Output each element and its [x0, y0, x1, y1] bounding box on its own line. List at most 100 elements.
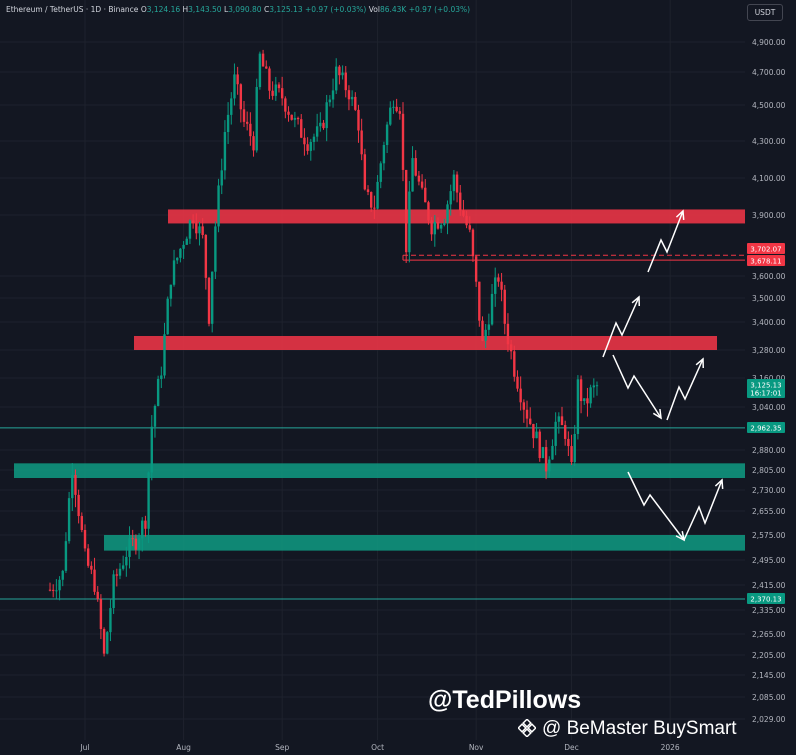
candle-body: [452, 174, 456, 192]
projection-arrow-up: [602, 296, 640, 358]
candle-body: [363, 154, 367, 190]
candle-body: [287, 111, 290, 115]
candle-body: [465, 215, 468, 226]
y-tick-label: 2,415.00: [752, 581, 786, 590]
candle-body: [325, 102, 328, 129]
candle-body: [290, 114, 293, 120]
candle-body: [207, 277, 211, 324]
candle-body: [64, 541, 68, 571]
candle-body: [96, 591, 99, 599]
candle-body: [77, 494, 80, 517]
candle-body: [93, 569, 96, 592]
candle-body: [370, 192, 373, 208]
candle-body: [357, 109, 360, 131]
candle-body: [182, 244, 185, 249]
level-lines: [0, 254, 745, 600]
candle-body: [249, 123, 252, 137]
y-tick-label: 2,205.00: [752, 651, 786, 660]
candle-body: [592, 385, 595, 388]
candle-body: [436, 221, 440, 229]
candle-body: [579, 379, 583, 402]
candle-body: [525, 409, 529, 419]
projection-arrow-down-low: [627, 471, 685, 541]
candle-body: [220, 170, 223, 186]
binance-logo-icon: [518, 719, 536, 737]
y-tick-label: 2,085.00: [752, 693, 786, 702]
close-value: 3,125.13: [269, 5, 303, 14]
candle-body: [48, 589, 52, 591]
candle-body: [443, 223, 446, 225]
candle-body: [567, 438, 570, 447]
candle-body: [490, 293, 494, 325]
y-tick-label: 2,805.00: [752, 466, 786, 475]
y-tick-label: 4,300.00: [752, 137, 786, 146]
y-tick-label: 3,500.00: [752, 294, 786, 303]
y-tick-label: 2,575.00: [752, 531, 786, 540]
y-tick-label: 2,655.00: [752, 507, 786, 516]
y-tick-label: 4,500.00: [752, 101, 786, 110]
projection-arrow-up-low-head: [714, 478, 724, 490]
candle-body: [271, 90, 274, 96]
candle-body: [258, 53, 262, 88]
candle-body: [166, 298, 169, 335]
candle-body: [484, 329, 487, 341]
candle-body: [80, 516, 84, 530]
candle-body: [385, 124, 389, 146]
candle-body: [322, 122, 325, 129]
projection-arrow-up-high-head: [675, 209, 685, 221]
candle-body: [198, 226, 201, 234]
candle-body: [163, 334, 166, 376]
candle-body: [233, 74, 236, 99]
candle-body: [230, 98, 233, 115]
y-tick-label: 4,900.00: [752, 38, 786, 47]
candle-body: [468, 225, 471, 230]
candle-body: [160, 375, 163, 379]
candle-body: [474, 256, 478, 282]
candle-body: [67, 498, 71, 542]
candle-body: [134, 538, 138, 550]
x-tick-label: Aug: [176, 743, 191, 752]
candle-body: [296, 117, 300, 120]
candle-body: [347, 90, 351, 100]
volume-value: 86.43K: [379, 5, 407, 14]
candle-body: [335, 66, 338, 91]
candle-body: [58, 579, 61, 591]
candle-body: [414, 158, 417, 176]
y-tick-label: 2,495.00: [752, 556, 786, 565]
countdown-label: 16:17:01: [750, 390, 781, 398]
candle-body: [236, 74, 239, 85]
open-value: 3,124.16: [146, 5, 181, 14]
candle-body: [401, 113, 405, 170]
symbol-title[interactable]: Ethereum / TetherUS · 1D · Binance: [6, 5, 139, 14]
candle-body: [121, 565, 125, 569]
candle-body: [86, 548, 90, 566]
candle-body: [548, 459, 551, 472]
candle-body: [459, 192, 462, 211]
candle-body: [481, 320, 484, 341]
candle-body: [315, 126, 319, 137]
price-axis[interactable]: 4,900.00 4,700.00 4,500.00 4,300.00 4,100.00…: [752, 38, 786, 724]
candle-body: [478, 281, 481, 321]
candle-body: [497, 277, 500, 282]
candle-body: [125, 556, 128, 566]
candle-body: [109, 608, 112, 633]
candle-body: [424, 187, 427, 203]
x-tick-label: Jul: [79, 743, 89, 752]
candle-body: [573, 433, 576, 463]
candle-body: [280, 88, 284, 99]
price-tag: [747, 255, 785, 266]
candle-body: [102, 629, 106, 654]
candle-body: [366, 189, 370, 193]
candle-body: [293, 117, 297, 120]
candle-body: [245, 121, 249, 124]
candle-body: [576, 379, 580, 434]
candle-body: [217, 185, 220, 227]
y-tick-label: 3,280.00: [752, 346, 786, 355]
candle-body: [509, 344, 513, 352]
time-axis[interactable]: Jul Aug Sep Oct Nov Dec 2026: [79, 743, 679, 752]
candle-body: [420, 181, 424, 188]
currency-button[interactable]: USDT: [747, 4, 783, 21]
candle-body: [99, 598, 103, 630]
